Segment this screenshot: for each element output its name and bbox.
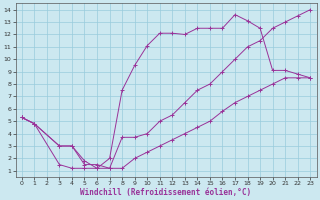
- X-axis label: Windchill (Refroidissement éolien,°C): Windchill (Refroidissement éolien,°C): [80, 188, 252, 197]
